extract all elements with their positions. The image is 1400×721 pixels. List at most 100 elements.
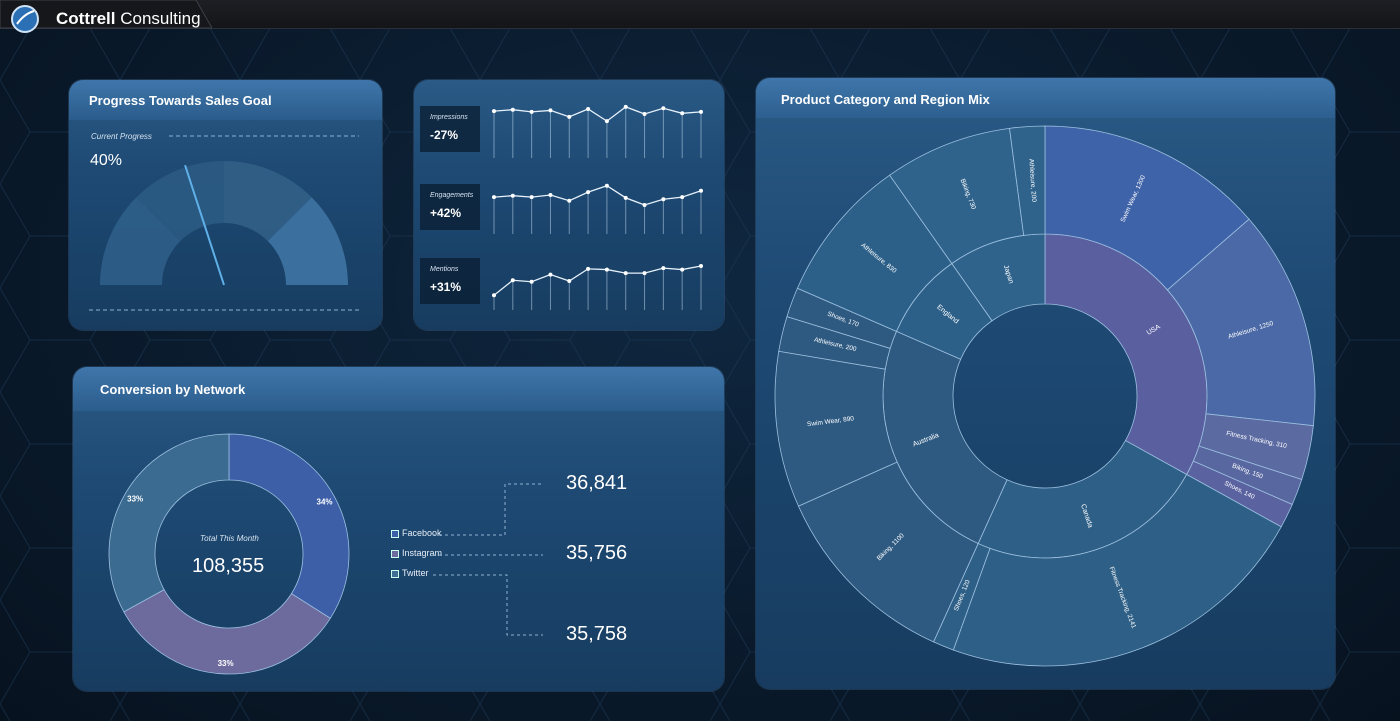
legend-swatch (391, 569, 399, 578)
sparkline-point[interactable] (661, 197, 666, 202)
legend-twitter[interactable]: Twitter (391, 568, 429, 578)
sparkline-point[interactable] (529, 109, 534, 114)
sparkline-point[interactable] (586, 266, 591, 271)
panel-header (73, 367, 724, 411)
sparkline-engagements (492, 183, 703, 234)
sparkline-point[interactable] (548, 193, 553, 197)
sparkline-line (493, 184, 702, 206)
sparkline-point[interactable] (604, 183, 609, 188)
legend-label: Facebook (402, 528, 442, 538)
donut-slice-facebook[interactable] (228, 433, 350, 619)
sparkline-point[interactable] (586, 190, 591, 195)
legend-swatch (391, 549, 399, 558)
top-bar (0, 0, 1400, 29)
sparkline-point[interactable] (492, 109, 496, 114)
sparkline-point[interactable] (699, 264, 703, 268)
panel-title: Product Category and Region Mix (781, 92, 990, 107)
donut-label: 34% (317, 497, 333, 506)
donut-label: 33% (218, 659, 234, 668)
social-metrics-panel: Impressions -27% Engagements +42% Mentio… (414, 80, 724, 330)
conversion-donut: 34% 33% 33% (108, 433, 350, 675)
brand-header: Cottrell Consulting (0, 0, 212, 38)
sparkline-point[interactable] (567, 198, 572, 203)
donut-slice-twitter[interactable] (108, 433, 230, 613)
sparkline-mentions (492, 264, 703, 310)
sparkline-impressions (492, 104, 703, 158)
sparkline-point[interactable] (623, 271, 628, 276)
category-segment[interactable] (1009, 125, 1046, 236)
panel-header (756, 78, 1335, 118)
sparkline-line (493, 106, 702, 122)
sparkline-point[interactable] (604, 267, 609, 272)
sparkline-point[interactable] (548, 108, 553, 113)
sparkline-point[interactable] (567, 279, 572, 283)
sparkline-point[interactable] (586, 107, 591, 111)
kpi-mentions[interactable]: Mentions +31% (420, 258, 480, 304)
sparkline-point[interactable] (680, 111, 685, 116)
sparkline-point[interactable] (510, 278, 515, 283)
sparkline-point[interactable] (623, 195, 628, 200)
current-progress-value: 40% (90, 152, 123, 169)
kpi-label: Mentions (430, 266, 459, 273)
sparkline-point[interactable] (661, 266, 666, 271)
category-label: Athleisure, 200 (1027, 158, 1037, 202)
sparkline-point[interactable] (510, 193, 515, 198)
legend-facebook[interactable]: Facebook (391, 528, 442, 538)
panel-title: Progress Towards Sales Goal (89, 93, 272, 108)
sparkline-point[interactable] (492, 293, 496, 298)
brand-name[interactable]: Cottrell Consulting (56, 9, 201, 28)
kpi-value: -27% (430, 128, 459, 142)
gauge-needle (184, 164, 225, 286)
gauge-segment (224, 161, 312, 242)
conversion-panel: Conversion by Network 34% 33% 33% Total Th… (73, 367, 724, 691)
sparkline-point[interactable] (642, 112, 647, 116)
legend-connectors (433, 483, 543, 636)
gauge-segment (136, 161, 224, 242)
sparkline-point[interactable] (529, 279, 534, 284)
panel-header (69, 80, 382, 120)
sparkline-point[interactable] (510, 107, 515, 112)
donut-slice-instagram[interactable] (123, 589, 331, 675)
kpi-label: Engagements (430, 192, 474, 199)
sparkline-point[interactable] (699, 188, 703, 193)
sales-goal-panel: Progress Towards Sales Goal Current Prog… (69, 80, 382, 330)
twitter-total: 35,758 (566, 623, 628, 645)
legend-swatch (391, 529, 399, 538)
kpi-label: Impressions (430, 114, 468, 121)
donut-center-label: Total This Month (200, 534, 259, 543)
brand-tab-shape (0, 0, 212, 29)
donut-label: 33% (127, 495, 143, 504)
sales-gauge (89, 135, 359, 311)
kpi-impressions[interactable]: Impressions -27% (420, 106, 480, 152)
sparkline-point[interactable] (661, 106, 666, 111)
donut-center-value: 108,355 (192, 555, 265, 577)
sparkline-point[interactable] (680, 195, 685, 200)
sparkline-point[interactable] (642, 203, 647, 207)
sparkline-point[interactable] (699, 109, 703, 114)
globe-icon[interactable] (10, 4, 40, 34)
kpi-value: +42% (430, 206, 462, 220)
facebook-total: 36,841 (566, 472, 628, 494)
gauge-segment (267, 197, 348, 285)
gauge-segment (100, 197, 181, 285)
legend-label: Twitter (402, 568, 429, 578)
legend-instagram[interactable]: Instagram (391, 548, 442, 558)
sparkline-point[interactable] (623, 104, 628, 109)
kpi-engagements[interactable]: Engagements +42% (420, 184, 480, 230)
sparkline-point[interactable] (492, 195, 496, 200)
sparkline-point[interactable] (548, 272, 553, 277)
sparkline-line (493, 265, 702, 296)
sparkline-point[interactable] (529, 195, 534, 200)
sparkline-point[interactable] (604, 119, 609, 124)
sparkline-point[interactable] (567, 114, 572, 119)
category-segment[interactable] (952, 473, 1282, 667)
sparkline-charts (492, 104, 703, 310)
sparkline-point[interactable] (680, 267, 685, 272)
legend-label: Instagram (402, 548, 443, 558)
current-progress-label: Current Progress (91, 132, 152, 141)
sunburst-panel: Product Category and Region Mix USA Swim … (756, 78, 1335, 689)
sparkline-point[interactable] (642, 271, 647, 276)
panel-title: Conversion by Network (100, 382, 246, 397)
instagram-total: 35,756 (566, 542, 628, 564)
